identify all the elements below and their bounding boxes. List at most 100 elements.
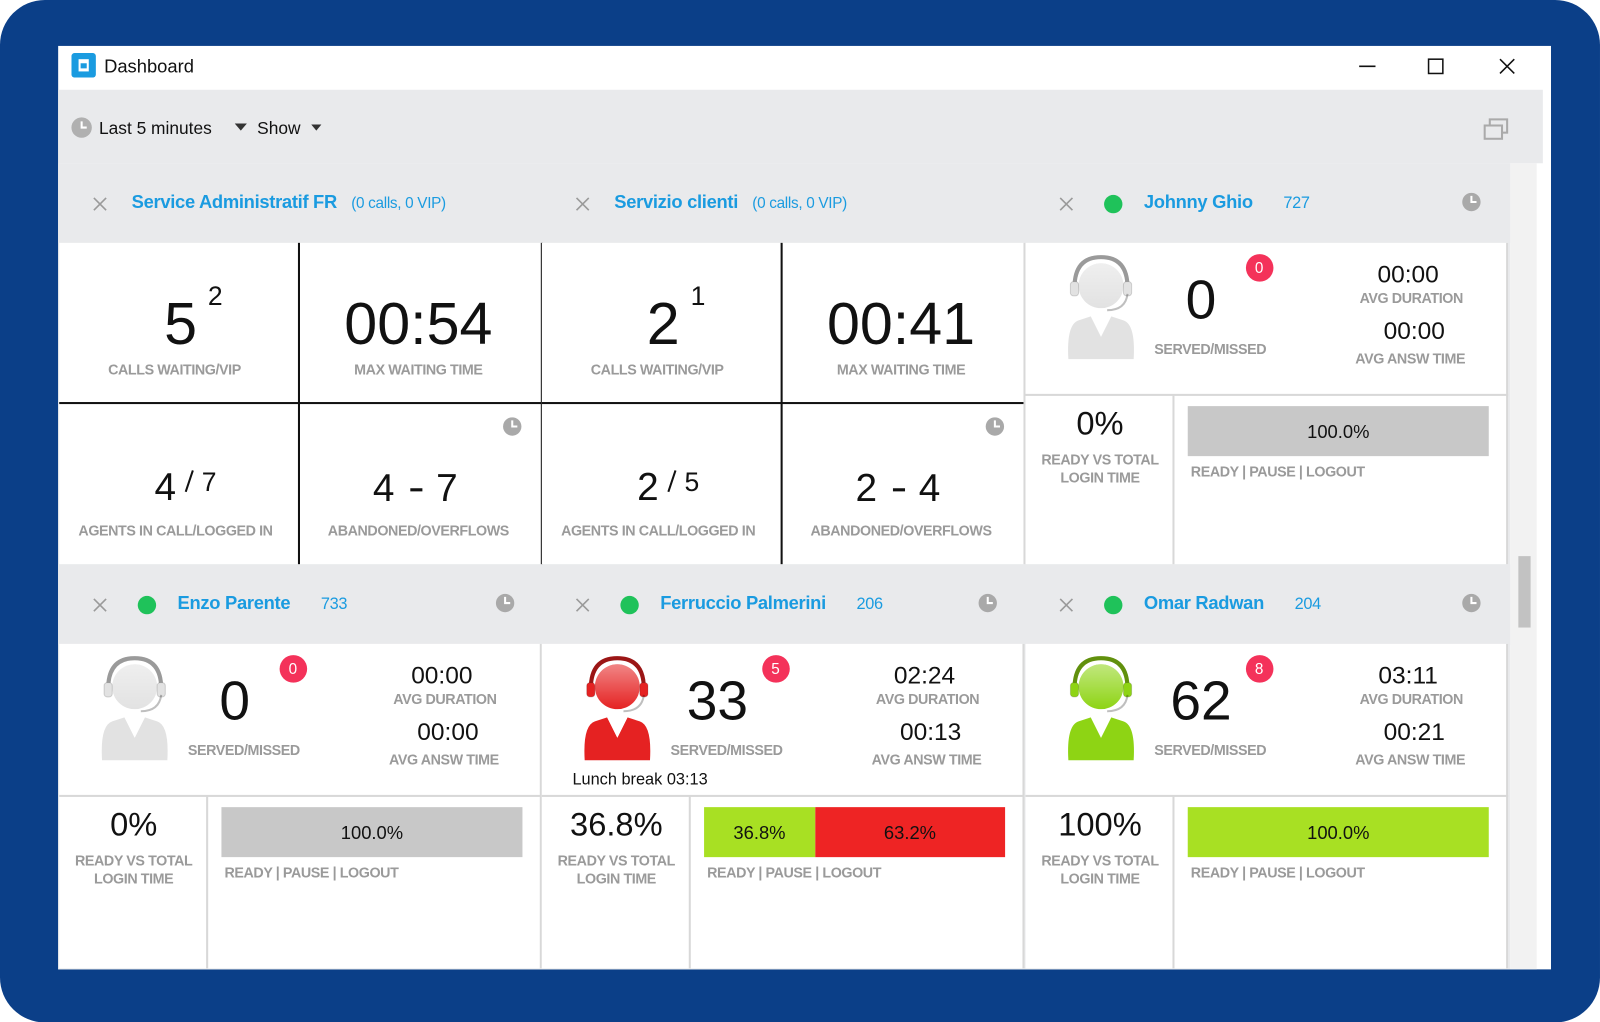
overflows: 4 [918,467,941,511]
section-divider [688,795,691,969]
range-selector[interactable]: Last 5 minutes [98,118,212,139]
state-segment [814,807,1006,858]
status-note: Lunch break 03:13 [572,771,708,789]
missed-badge [1245,254,1274,282]
agents-label: AGENTS IN CALL/LOGGED IN [561,522,756,539]
range-caret[interactable] [234,123,247,131]
agent-header: Ferruccio Palmerini 206 [660,593,883,614]
show-menu[interactable]: Show [257,118,301,139]
queue-name[interactable]: Servizio clienti [614,191,739,213]
agent-header: Johnny Ghio 727 [1144,192,1310,213]
remove-button[interactable] [93,598,107,612]
status-dot [1104,194,1123,214]
window-title: Dashboard [104,56,194,77]
state-label: 100.0% [1307,421,1370,442]
clock-icon[interactable] [502,416,522,436]
served-count: 62 [1170,670,1232,732]
avg-answer-time: 00:00 [1383,317,1445,345]
show-caret[interactable] [311,124,322,131]
max-waiting-time: 00:54 [344,290,493,358]
served-label: SERVED/MISSED [187,741,300,759]
ready-ratio: 0% [1076,405,1124,442]
ready-ratio: 36.8% [570,806,663,843]
agent-avatar [584,656,651,761]
max-waiting-label: MAX WAITING TIME [354,361,483,378]
ready-ratio-label: READY VS TOTAL LOGIN TIME [74,852,193,887]
layout-button[interactable] [1483,117,1510,141]
avg-duration-label: AVG DURATION [875,690,980,708]
abandoned: 4 [372,467,395,511]
separator [892,488,906,492]
avg-answer-label: AVG ANSW TIME [388,751,499,768]
clock-icon[interactable] [978,593,998,613]
agent-name[interactable]: Enzo Parente [177,592,291,614]
queue-header: Servizio clienti (0 calls, 0 VIP) [614,192,847,213]
maximize-button[interactable] [1425,56,1445,76]
agent-name[interactable]: Omar Radwan [1143,592,1265,614]
state-segment [221,807,523,858]
state-label: 63.2% [883,822,937,843]
time-icon [71,117,92,138]
remove-button[interactable] [1059,197,1074,211]
agent-extension: 204 [1294,595,1322,614]
remove-button[interactable] [1059,598,1074,612]
missed-badge [762,655,790,683]
agents-in-call: 2 [637,466,659,510]
section-divider [206,795,209,969]
clock-icon[interactable] [985,416,1005,436]
separator [184,470,194,493]
cell-divider [59,402,542,405]
states-label: READY | PAUSE | LOGOUT [224,864,399,881]
avg-duration-label: AVG DURATION [393,690,497,708]
avg-duration: 03:11 [1378,662,1438,690]
section-divider [1025,393,1509,396]
clock-icon[interactable] [495,593,515,613]
avg-duration-label: AVG DURATION [1359,289,1464,307]
avg-answer-time: 00:13 [899,718,962,746]
agent-avatar [1068,656,1134,761]
agent-extension: 727 [1283,194,1310,213]
max-waiting-label: MAX WAITING TIME [836,361,966,378]
agent-name[interactable]: Ferruccio Palmerini [660,592,826,614]
served-label: SERVED/MISSED [1154,340,1267,358]
cell-divider [541,402,1025,405]
missed-count: 5 [771,660,780,679]
minimize-button[interactable] [1357,56,1377,76]
agent-extension: 206 [856,595,883,614]
calls-waiting: 5 [164,290,198,358]
avg-duration: 00:00 [1377,261,1439,289]
vip-calls: 1 [690,280,706,312]
queue-name[interactable]: Service Administratif FR [131,191,338,213]
queue-summary: (0 calls, 0 VIP) [752,194,847,213]
clock-icon[interactable] [1461,192,1481,212]
section-divider [1172,394,1175,565]
status-dot [1104,595,1123,615]
agent-avatar [101,656,168,761]
avg-answer-label: AVG ANSW TIME [871,751,982,768]
scrollbar-thumb[interactable] [1518,556,1531,628]
ready-ratio: 100% [1058,806,1142,843]
agent-name[interactable]: Johnny Ghio [1143,191,1253,213]
close-button[interactable] [1497,56,1517,76]
calls-waiting: 2 [646,290,680,358]
avg-answer-label: AVG ANSW TIME [1355,751,1466,768]
missed-count: 0 [1254,259,1264,278]
agents-logged-in: 5 [684,466,700,497]
queue-summary: (0 calls, 0 VIP) [351,194,446,213]
clock-icon[interactable] [1461,593,1481,613]
missed-count: 8 [1254,660,1264,679]
remove-button[interactable] [575,598,590,612]
state-label: 100.0% [340,822,404,843]
separator [410,488,423,492]
ready-ratio: 0% [110,806,158,843]
remove-button[interactable] [575,197,590,211]
remove-button[interactable] [93,197,107,211]
queue-header: Service Administratif FR (0 calls, 0 VIP) [131,191,447,213]
agent-header: Omar Radwan 204 [1144,593,1321,614]
state-label: 100.0% [1307,822,1370,843]
missed-badge [1245,655,1274,683]
missed-count: 0 [288,660,298,679]
toolbar [58,89,1543,164]
agent-header: Enzo Parente 733 [178,593,348,614]
ready-ratio-label: READY VS TOTAL LOGIN TIME [557,852,676,887]
